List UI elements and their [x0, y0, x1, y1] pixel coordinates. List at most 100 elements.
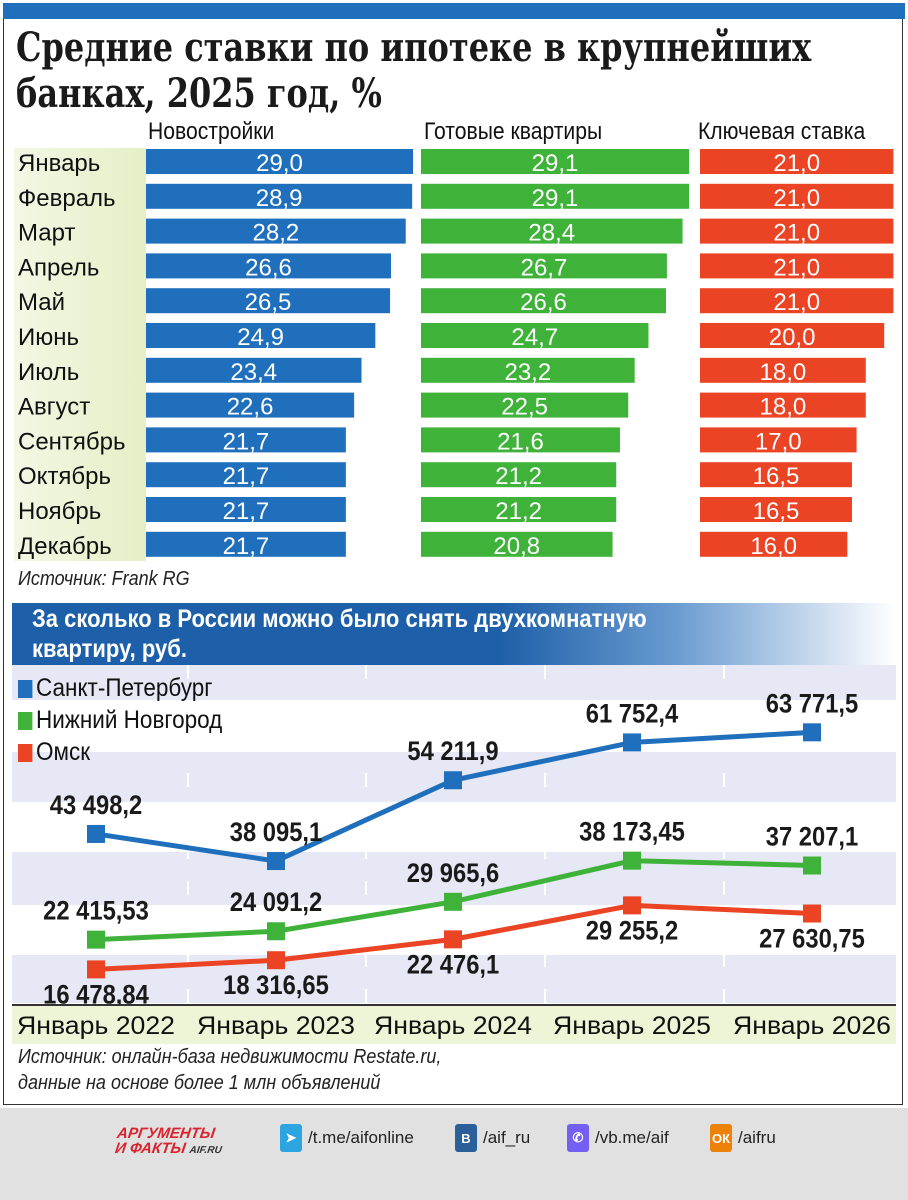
x-axis-strip	[12, 1004, 896, 1044]
line-chart-title-2: квартиру, руб.	[32, 635, 187, 663]
legend-label: Омск	[36, 738, 91, 766]
bar	[146, 288, 391, 314]
social-link-label: /aif_ru	[483, 1128, 531, 1147]
bar-value-label: 22,5	[501, 394, 548, 421]
legend-label: Санкт-Петербург	[36, 674, 213, 702]
legend-swatch	[18, 679, 33, 698]
month-label: Май	[18, 289, 65, 316]
bar	[421, 497, 617, 522]
data-label: 38 095,1	[230, 818, 322, 848]
social-link[interactable]: В/aif_ru	[455, 1124, 530, 1152]
month-label: Февраль	[18, 185, 116, 212]
x-tick-label: Январь 2026	[733, 1012, 891, 1040]
bar	[146, 392, 355, 418]
bar-value-label: 21,0	[773, 185, 820, 212]
legend-ready-apartments: Готовые квартиры	[424, 118, 603, 145]
bar-value-label: 29,1	[532, 150, 579, 177]
social-link-label: /vb.me/aif	[595, 1128, 669, 1147]
bar-chart: Январь 29,0 29,1 21,0 Февраль 28,9 29,1 21,0 Мар…	[18, 149, 894, 560]
telegram-icon: ➤	[280, 1124, 302, 1152]
bar	[146, 427, 346, 453]
bar-value-label: 18,0	[760, 394, 807, 421]
data-label: 29 965,6	[407, 858, 499, 888]
bar-chart-source: Источник: Frank RG	[18, 568, 190, 590]
data-point	[803, 723, 821, 742]
bar-value-label: 21,7	[223, 533, 270, 560]
bar-value-label: 21,0	[773, 220, 820, 247]
data-label: 24 091,2	[230, 888, 322, 918]
bar-value-label: 21,7	[223, 463, 270, 490]
legend-swatch	[18, 743, 33, 762]
month-label: Август	[18, 394, 90, 421]
month-label: Октябрь	[18, 463, 111, 490]
legend-spb: Санкт-Петербург	[18, 674, 212, 703]
bar	[146, 183, 413, 209]
x-axis-labels: Январь 2022 Январь 2023 Январь 2024 Январь …	[17, 1012, 891, 1040]
bar-value-label: 18,0	[760, 359, 807, 386]
line-chart-source-1: Источник: онлайн-база недвижимости Resta…	[18, 1046, 442, 1068]
title-line-2: банках, 2025 год, %	[16, 70, 382, 117]
bar	[700, 253, 894, 279]
data-label: 43 498,2	[50, 791, 142, 821]
bar	[700, 218, 894, 244]
x-tick-label: Январь 2022	[17, 1012, 175, 1040]
bar-value-label: 17,0	[755, 428, 802, 455]
data-label: 29 255,2	[586, 916, 678, 946]
data-label: 54 211,9	[407, 737, 498, 767]
bar	[421, 357, 635, 383]
bar	[421, 218, 683, 244]
bar-value-label: 21,2	[495, 463, 542, 490]
bar	[421, 427, 620, 453]
legend-swatch	[18, 711, 33, 730]
social-link[interactable]: ➤ /t.me/aifonline	[280, 1124, 414, 1152]
bar-value-label: 26,6	[245, 254, 292, 281]
bar	[421, 323, 649, 348]
bar	[700, 323, 885, 348]
bar	[146, 323, 376, 348]
data-point	[803, 856, 821, 875]
bar	[421, 288, 666, 314]
line-chart-header: За сколько в России можно было снять дву…	[12, 603, 896, 665]
bar-value-label: 21,0	[773, 150, 820, 177]
data-point	[623, 851, 641, 870]
bar-value-label: 26,6	[520, 289, 567, 316]
legend-nn: Нижний Новгород	[18, 706, 222, 735]
bar	[146, 218, 406, 244]
bar-value-label: 21,0	[773, 254, 820, 281]
data-point	[87, 930, 105, 949]
social-link[interactable]: ОК/aifru	[710, 1124, 776, 1152]
vk-icon: В	[455, 1124, 477, 1152]
odnoklassniki-icon: ОК	[710, 1124, 732, 1152]
bar-value-label: 21,7	[223, 498, 270, 525]
data-point	[444, 930, 462, 949]
footer: АРГУМЕНТЫ И ФАКТЫ AIF.RU ➤ /t.me/aifonline…	[0, 1108, 908, 1200]
bar	[421, 531, 613, 557]
bar-value-label: 16,5	[753, 463, 800, 490]
bar-value-label: 21,7	[223, 428, 270, 455]
legend-key-rate: Ключевая ставка	[698, 118, 866, 145]
social-link[interactable]: ✆ /vb.me/aif	[567, 1124, 669, 1152]
bar	[146, 149, 414, 174]
bar	[700, 427, 857, 453]
month-label-background	[14, 148, 146, 561]
bar-value-label: 24,7	[511, 324, 558, 351]
viber-icon: ✆	[567, 1124, 589, 1152]
bar-value-label: 28,9	[256, 185, 303, 212]
bar	[700, 497, 852, 522]
grid-band	[12, 665, 896, 700]
bar-value-label: 26,7	[521, 254, 568, 281]
bar	[146, 253, 391, 279]
bar	[700, 357, 866, 383]
bar	[700, 183, 894, 209]
grid-band	[12, 955, 896, 1003]
bar-value-label: 21,0	[773, 289, 820, 316]
bar-value-label: 20,8	[493, 533, 540, 560]
legend-label: Нижний Новгород	[36, 706, 223, 734]
bar	[146, 531, 346, 557]
data-label: 63 771,5	[766, 689, 858, 719]
data-point	[267, 951, 285, 970]
bar-value-label: 29,0	[256, 150, 303, 177]
bar-value-label: 22,6	[227, 394, 274, 421]
bar-value-label: 23,2	[504, 359, 551, 386]
data-point	[803, 904, 821, 923]
